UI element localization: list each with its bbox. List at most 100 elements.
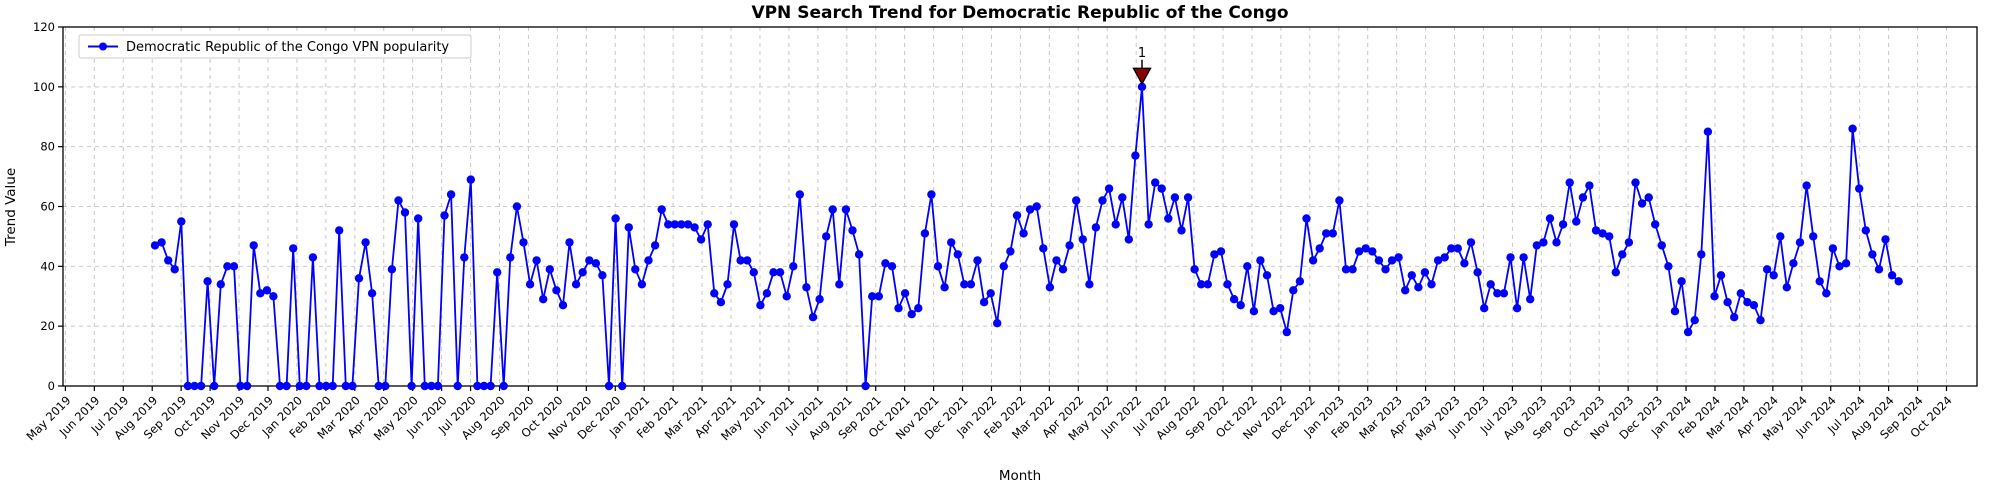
- data-point-marker: [1874, 265, 1884, 274]
- data-point-marker: [802, 283, 811, 292]
- data-point-marker: [1519, 253, 1528, 262]
- data-point-marker: [1401, 286, 1410, 295]
- data-point-marker: [1282, 327, 1292, 337]
- data-point-marker: [545, 265, 554, 274]
- data-point-marker: [677, 220, 686, 229]
- data-point-marker: [1249, 307, 1259, 316]
- data-point-marker: [973, 256, 982, 265]
- data-point-marker: [1558, 220, 1568, 229]
- data-point-marker: [1868, 250, 1877, 259]
- data-point-marker: [1532, 241, 1542, 250]
- data-point-marker: [1703, 127, 1713, 136]
- data-point-marker: [249, 241, 258, 250]
- data-point-marker: [1348, 265, 1357, 274]
- data-point-marker: [993, 319, 1002, 328]
- data-point-marker: [1414, 283, 1423, 292]
- data-point-marker: [881, 259, 890, 268]
- data-point-marker: [367, 289, 377, 298]
- data-point-marker: [552, 286, 561, 295]
- data-point-marker: [269, 292, 278, 301]
- data-point-marker: [479, 381, 489, 391]
- data-point-marker: [927, 190, 936, 199]
- data-point-marker: [1480, 304, 1489, 313]
- data-point-marker: [1019, 229, 1028, 238]
- data-point-marker: [710, 289, 719, 298]
- data-point-marker: [170, 265, 179, 274]
- data-point-marker: [433, 381, 443, 391]
- data-point-marker: [1098, 196, 1107, 205]
- data-point-marker: [1151, 178, 1160, 187]
- data-point-marker: [1006, 247, 1015, 256]
- data-point-marker: [427, 381, 436, 391]
- data-point-marker: [335, 226, 344, 235]
- data-point-marker: [1841, 259, 1851, 268]
- data-point-marker: [1644, 193, 1653, 202]
- data-point-marker: [933, 262, 943, 271]
- data-point-marker: [1565, 178, 1574, 187]
- data-point-marker: [947, 238, 956, 247]
- data-point-marker: [1512, 304, 1522, 313]
- data-point-marker: [512, 202, 522, 211]
- data-point-marker: [1118, 193, 1127, 202]
- data-point-marker: [190, 381, 199, 391]
- data-point-marker: [453, 381, 462, 391]
- data-point-marker: [1743, 298, 1752, 307]
- data-point-marker: [1473, 268, 1482, 277]
- y-tick-label: 20: [40, 319, 55, 333]
- data-point-marker: [1111, 220, 1120, 229]
- data-point-marker: [1368, 247, 1377, 256]
- data-point-marker: [1736, 289, 1746, 298]
- data-point-marker: [1795, 238, 1805, 247]
- data-point-marker: [1493, 289, 1502, 298]
- data-point-marker: [874, 292, 883, 301]
- data-point-marker: [493, 268, 502, 277]
- data-point-marker: [1782, 283, 1792, 292]
- annotation-label: 1: [1138, 46, 1146, 61]
- data-point-marker: [196, 381, 206, 391]
- data-point-marker: [1618, 250, 1627, 259]
- data-point-marker: [1243, 262, 1252, 271]
- data-point-marker: [795, 190, 804, 199]
- data-point-marker: [1756, 316, 1765, 325]
- data-point-marker: [1677, 277, 1686, 286]
- legend-label: Democratic Republic of the Congo VPN pop…: [126, 40, 449, 55]
- data-point-marker: [1749, 301, 1759, 310]
- data-point-marker: [1381, 265, 1390, 274]
- data-point-marker: [381, 381, 390, 391]
- data-point-marker: [1802, 181, 1811, 190]
- data-point-marker: [756, 301, 765, 310]
- data-point-marker: [1012, 211, 1022, 220]
- data-point-marker: [1170, 193, 1180, 202]
- data-point-marker: [604, 381, 614, 391]
- data-point-marker: [400, 208, 410, 217]
- data-point-marker: [1104, 184, 1114, 193]
- data-point-marker: [1025, 205, 1035, 214]
- data-point-marker: [348, 381, 357, 391]
- data-point-marker: [1453, 244, 1463, 253]
- data-point-marker: [940, 283, 949, 292]
- data-point-marker: [1328, 229, 1338, 238]
- data-point-marker: [328, 381, 337, 391]
- data-point-marker: [631, 265, 640, 274]
- data-point-marker: [295, 381, 304, 391]
- y-tick-label: 100: [33, 80, 55, 94]
- data-point-marker: [637, 280, 647, 289]
- data-point-marker: [394, 196, 403, 205]
- data-point-marker: [1466, 238, 1476, 247]
- data-point-marker: [1276, 304, 1285, 313]
- data-point-marker: [473, 381, 482, 391]
- data-point-marker: [1499, 289, 1509, 298]
- data-point-marker: [1045, 283, 1055, 292]
- data-point-marker: [808, 313, 818, 322]
- data-point-marker: [1216, 247, 1226, 256]
- peak-annotation: 1: [1132, 46, 1152, 86]
- data-point-marker: [1598, 229, 1607, 238]
- y-tick-label: 120: [33, 20, 55, 34]
- data-point-marker: [1052, 256, 1061, 265]
- data-point-marker: [894, 304, 903, 313]
- data-point-marker: [907, 310, 916, 319]
- data-point-marker: [1723, 298, 1732, 307]
- data-point-marker: [762, 289, 772, 298]
- data-point-marker: [1183, 193, 1193, 202]
